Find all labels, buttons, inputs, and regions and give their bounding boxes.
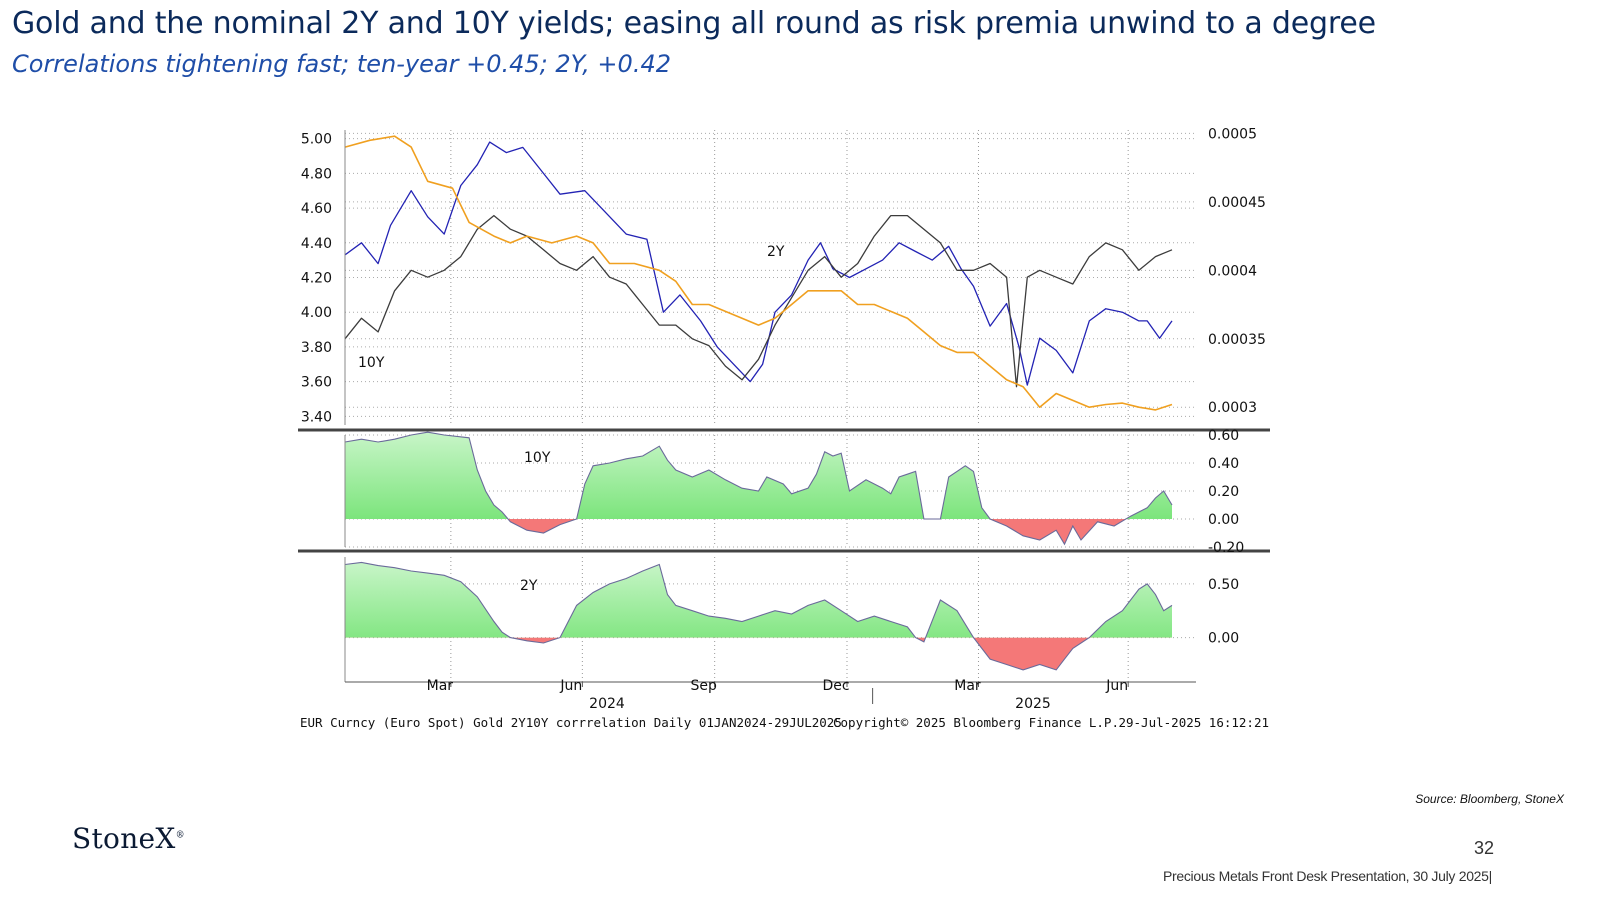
- left-axis-tick-label: 4.40: [301, 236, 332, 252]
- axis-layer: [298, 130, 1270, 704]
- right-axis-tick-label: 0.00035: [1208, 332, 1266, 348]
- corr-axis-tick-label: 0.60: [1208, 428, 1239, 444]
- x-month-label: Mar: [427, 678, 454, 694]
- bloomberg-chart: 5.00 4.80 4.60 4.40 4.20 4.00 3.80 3.60 3.40 0.00…: [280, 110, 1280, 750]
- logo-mark: ®: [175, 830, 185, 841]
- series-line-10y: [344, 141, 1173, 386]
- annotation-10y: 10Y: [358, 355, 385, 371]
- chart-footer-copyright: Copyright© 2025 Bloomberg Finance L.P.: [833, 715, 1119, 730]
- annotation-2y: 2Y: [767, 244, 785, 260]
- right-axis-tick-label: 0.0004: [1208, 263, 1257, 279]
- left-axis-tick-label: 3.80: [301, 340, 332, 356]
- corr-axis-tick-label: 0.20: [1208, 484, 1239, 500]
- source-note: Source: Bloomberg, StoneX: [1415, 792, 1564, 806]
- logo-text: StoneX: [72, 822, 176, 855]
- correlation-positive-area-1: [345, 432, 1172, 519]
- x-month-label: Jun: [559, 678, 582, 694]
- x-month-label: Jun: [1105, 678, 1128, 694]
- x-year-label: 2024: [589, 696, 625, 712]
- page-title: Gold and the nominal 2Y and 10Y yields; …: [12, 6, 1376, 41]
- left-axis-tick-label: 5.00: [301, 132, 332, 148]
- corr-axis-tick-label: 0.50: [1208, 577, 1239, 593]
- right-axis-tick-label: 0.0003: [1208, 400, 1257, 416]
- x-month-label: Mar: [954, 678, 981, 694]
- corr-label-10y: 10Y: [524, 450, 551, 466]
- correlation-line-1: [344, 431, 1173, 546]
- corr-label-2y: 2Y: [520, 578, 538, 594]
- left-axis-tick-label: 4.80: [301, 166, 332, 182]
- corr-axis-tick-label: 0.40: [1208, 456, 1239, 472]
- corr-axis-tick-label: -0.20: [1208, 540, 1244, 556]
- footer-text: Precious Metals Front Desk Presentation,…: [1162, 868, 1492, 884]
- stonex-logo: StoneX®: [72, 822, 185, 855]
- left-axis-tick-label: 4.60: [301, 201, 332, 217]
- chart-footer-timestamp: 29-Jul-2025 16:12:21: [1118, 715, 1269, 730]
- right-axis-tick-label: 0.0005: [1208, 126, 1257, 142]
- corr-axis-tick-label: 0.00: [1208, 512, 1239, 528]
- x-month-label: Sep: [690, 678, 717, 694]
- series-line-2y: [344, 214, 1173, 388]
- left-axis-tick-label: 4.20: [301, 271, 332, 287]
- corr-axis-tick-label: 0.00: [1208, 631, 1239, 647]
- correlation-line-2: [344, 561, 1173, 671]
- series-line-gold: [344, 135, 1173, 411]
- label-layer: 5.00 4.80 4.60 4.40 4.20 4.00 3.80 3.60 3.40 0.00…: [300, 126, 1269, 730]
- x-month-label: Dec: [822, 678, 849, 694]
- left-axis-tick-label: 3.40: [301, 409, 332, 425]
- x-year-label: 2025: [1015, 696, 1051, 712]
- page-number: 32: [1473, 838, 1494, 858]
- left-axis-tick-label: 3.60: [301, 375, 332, 391]
- series-layer: [344, 135, 1173, 671]
- correlation-negative-area-1: [345, 519, 1172, 545]
- right-axis-tick-label: 0.00045: [1208, 195, 1266, 211]
- correlation-positive-area-2: [345, 562, 1172, 638]
- page-subtitle: Correlations tightening fast; ten-year +…: [12, 50, 671, 78]
- left-axis-tick-label: 4.00: [301, 305, 332, 321]
- chart-footer-left: EUR Curncy (Euro Spot) Gold 2Y10Y corrre…: [300, 715, 842, 730]
